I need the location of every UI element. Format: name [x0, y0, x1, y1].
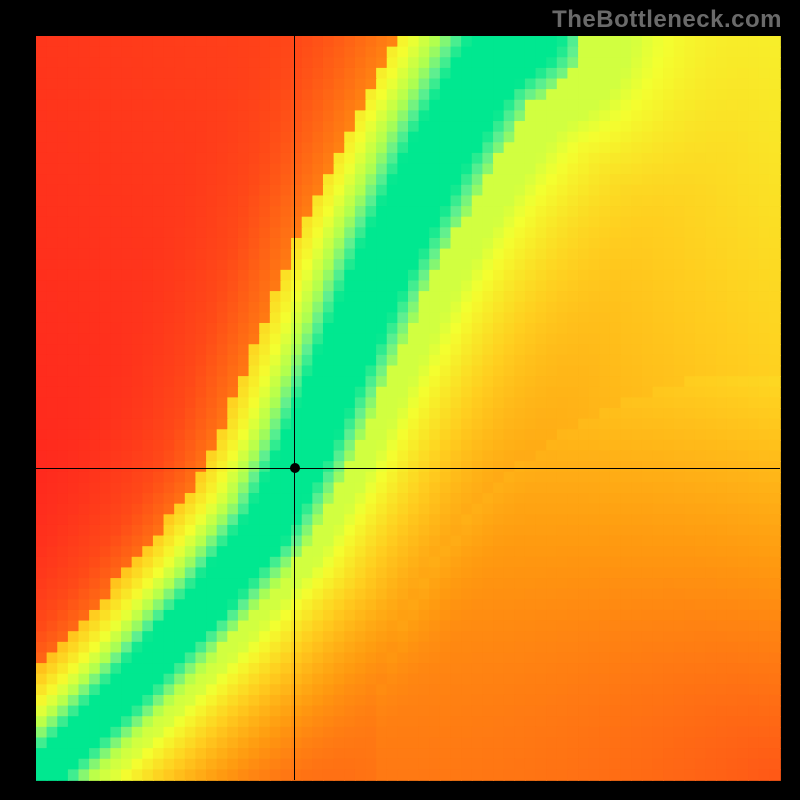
bottleneck-heatmap: [0, 0, 800, 800]
watermark-text: TheBottleneck.com: [552, 6, 782, 34]
crosshair-horizontal: [36, 468, 780, 469]
chart-container: TheBottleneck.com: [0, 0, 800, 800]
crosshair-vertical: [294, 36, 295, 780]
